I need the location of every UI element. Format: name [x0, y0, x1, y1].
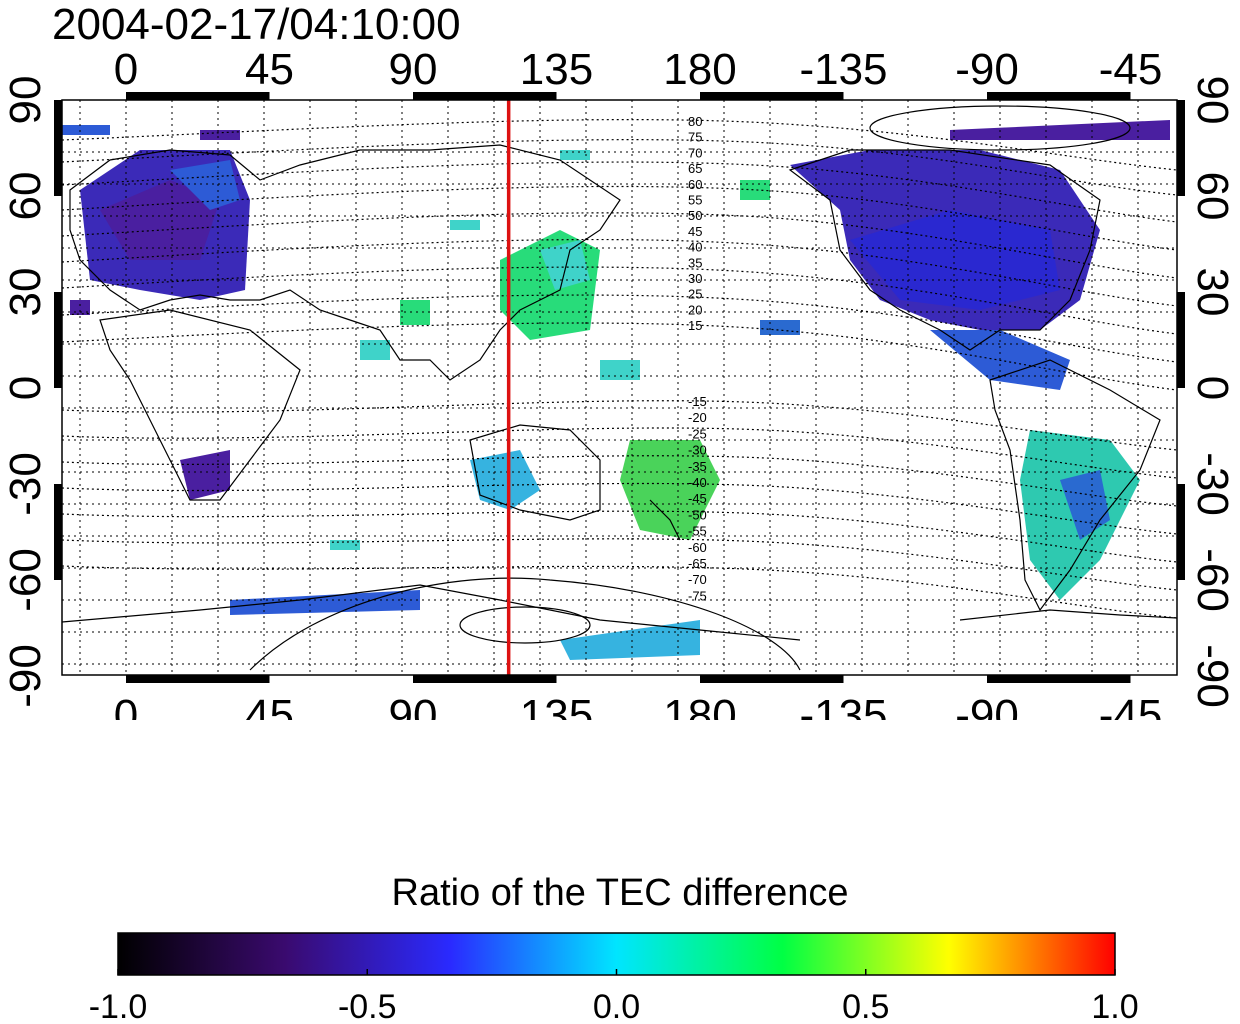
map-title: 2004-02-17/04:10:00 [52, 0, 461, 49]
colorbar-tick-label: 0.0 [593, 988, 640, 1024]
axis-bar-bottom [126, 675, 270, 683]
axis-bar-top [126, 92, 270, 100]
lat-tick-label-left: 30 [1, 268, 50, 317]
contour-label: -35 [688, 459, 707, 474]
lon-tick-label-top: 135 [520, 45, 593, 94]
lat-tick-label-right: 0 [1188, 376, 1237, 400]
contour-labels-south: -15-20-25 -30-35-40-45-50 -55-60-65-70-75 [688, 394, 707, 603]
contour-label: 70 [688, 145, 702, 160]
axis-bars [54, 92, 1185, 683]
contour-label: 75 [688, 130, 702, 145]
lat-tick-label-left: -30 [1, 452, 50, 516]
contour-label: -15 [688, 394, 707, 409]
contour-label: 55 [688, 193, 702, 208]
contour-label: 50 [688, 208, 702, 223]
lon-tick-label-bottom: 135 [520, 691, 593, 720]
axis-bar-top [413, 92, 557, 100]
contour-label: 35 [688, 255, 702, 270]
colorbar-tick-label: 1.0 [1091, 988, 1138, 1024]
contour-label: -65 [688, 556, 707, 571]
lat-tick-labels-left: 90 60 30 0 -30 -60 -90 [1, 76, 50, 708]
axis-bar-bottom [413, 675, 557, 683]
lat-tick-label-left: 90 [1, 76, 50, 125]
lat-tick-label-right: 90 [1188, 76, 1237, 125]
lon-tick-label-bottom: 180 [663, 691, 736, 720]
colorbar-tick-label: -0.5 [338, 988, 397, 1024]
lat-tick-labels-right: 90 60 30 0 -30 -60 -90 [1188, 76, 1237, 708]
axis-bar-top [700, 92, 844, 100]
contour-label: -70 [688, 572, 707, 587]
lon-tick-label-bottom: -45 [1099, 691, 1163, 720]
axis-bar-top [987, 92, 1131, 100]
contour-label: 60 [688, 177, 702, 192]
magnetic-latitude-contours [62, 119, 1177, 619]
lon-tick-label-top: 0 [114, 45, 138, 94]
contour-label: 65 [688, 161, 702, 176]
contour-label: -30 [688, 443, 707, 458]
contour-label: 25 [688, 287, 702, 302]
lon-tick-label-bottom: 90 [389, 691, 438, 720]
lat-tick-label-left: -60 [1, 548, 50, 612]
contour-label: -50 [688, 507, 707, 522]
contour-label: -45 [688, 491, 707, 506]
colorbar-ticks: -1.0 -0.5 0.0 0.5 1.0 [89, 969, 1139, 1024]
lat-tick-label-right: -90 [1188, 644, 1237, 708]
contour-label: 20 [688, 302, 702, 317]
lat-tick-label-right: 60 [1188, 172, 1237, 221]
lon-tick-labels-bottom: 0 45 90 135 180 -135 -90 -45 [114, 691, 1163, 720]
lat-tick-label-right: -30 [1188, 452, 1237, 516]
lon-tick-label-top: 45 [245, 45, 294, 94]
colorbar: -1.0 -0.5 0.0 0.5 1.0 [89, 932, 1139, 1024]
axis-bar-right [1177, 292, 1185, 388]
lon-tick-label-top: 180 [663, 45, 736, 94]
contour-label: -60 [688, 540, 707, 555]
axis-bar-right [1177, 100, 1185, 196]
colorbar-tick-label: 0.5 [842, 988, 889, 1024]
contour-label: -20 [688, 410, 707, 425]
lon-tick-label-top: -45 [1099, 45, 1163, 94]
contour-label: 80 [688, 114, 702, 129]
lat-tick-label-right: 30 [1188, 268, 1237, 317]
contour-label: 45 [688, 224, 702, 239]
colorbar-tick-label: -1.0 [89, 988, 148, 1024]
lon-tick-label-top: 90 [389, 45, 438, 94]
contour-label: 30 [688, 271, 702, 286]
lon-tick-label-top: -135 [799, 45, 887, 94]
coastlines [62, 144, 1177, 641]
contour-label: -40 [688, 475, 707, 490]
lat-tick-label-left: -90 [1, 644, 50, 708]
axis-bar-left [54, 484, 62, 580]
axis-bar-bottom [700, 675, 844, 683]
contour-label: -25 [688, 426, 707, 441]
lon-tick-label-bottom: -135 [799, 691, 887, 720]
colorbar-title: Ratio of the TEC difference [391, 872, 849, 914]
lat-tick-label-left: 0 [1, 376, 50, 400]
lat-tick-label-left: 60 [1, 172, 50, 221]
axis-bar-right [1177, 484, 1185, 580]
axis-bar-left [54, 292, 62, 388]
contour-label: 40 [688, 240, 702, 255]
lon-tick-label-bottom: 0 [114, 691, 138, 720]
lon-tick-labels-top: 0 45 90 135 180 -135 -90 -45 [114, 45, 1163, 94]
colorbar-gradient [117, 932, 1116, 976]
contour-label: 15 [688, 318, 702, 333]
axis-bar-left [54, 100, 62, 196]
lon-tick-label-top: -90 [955, 45, 1019, 94]
contour-label: -75 [688, 588, 707, 603]
lon-tick-label-bottom: 45 [245, 691, 294, 720]
contour-label: -55 [688, 524, 707, 539]
axis-bar-bottom [987, 675, 1131, 683]
lon-tick-label-bottom: -90 [955, 691, 1019, 720]
lat-tick-label-right: -60 [1188, 548, 1237, 612]
